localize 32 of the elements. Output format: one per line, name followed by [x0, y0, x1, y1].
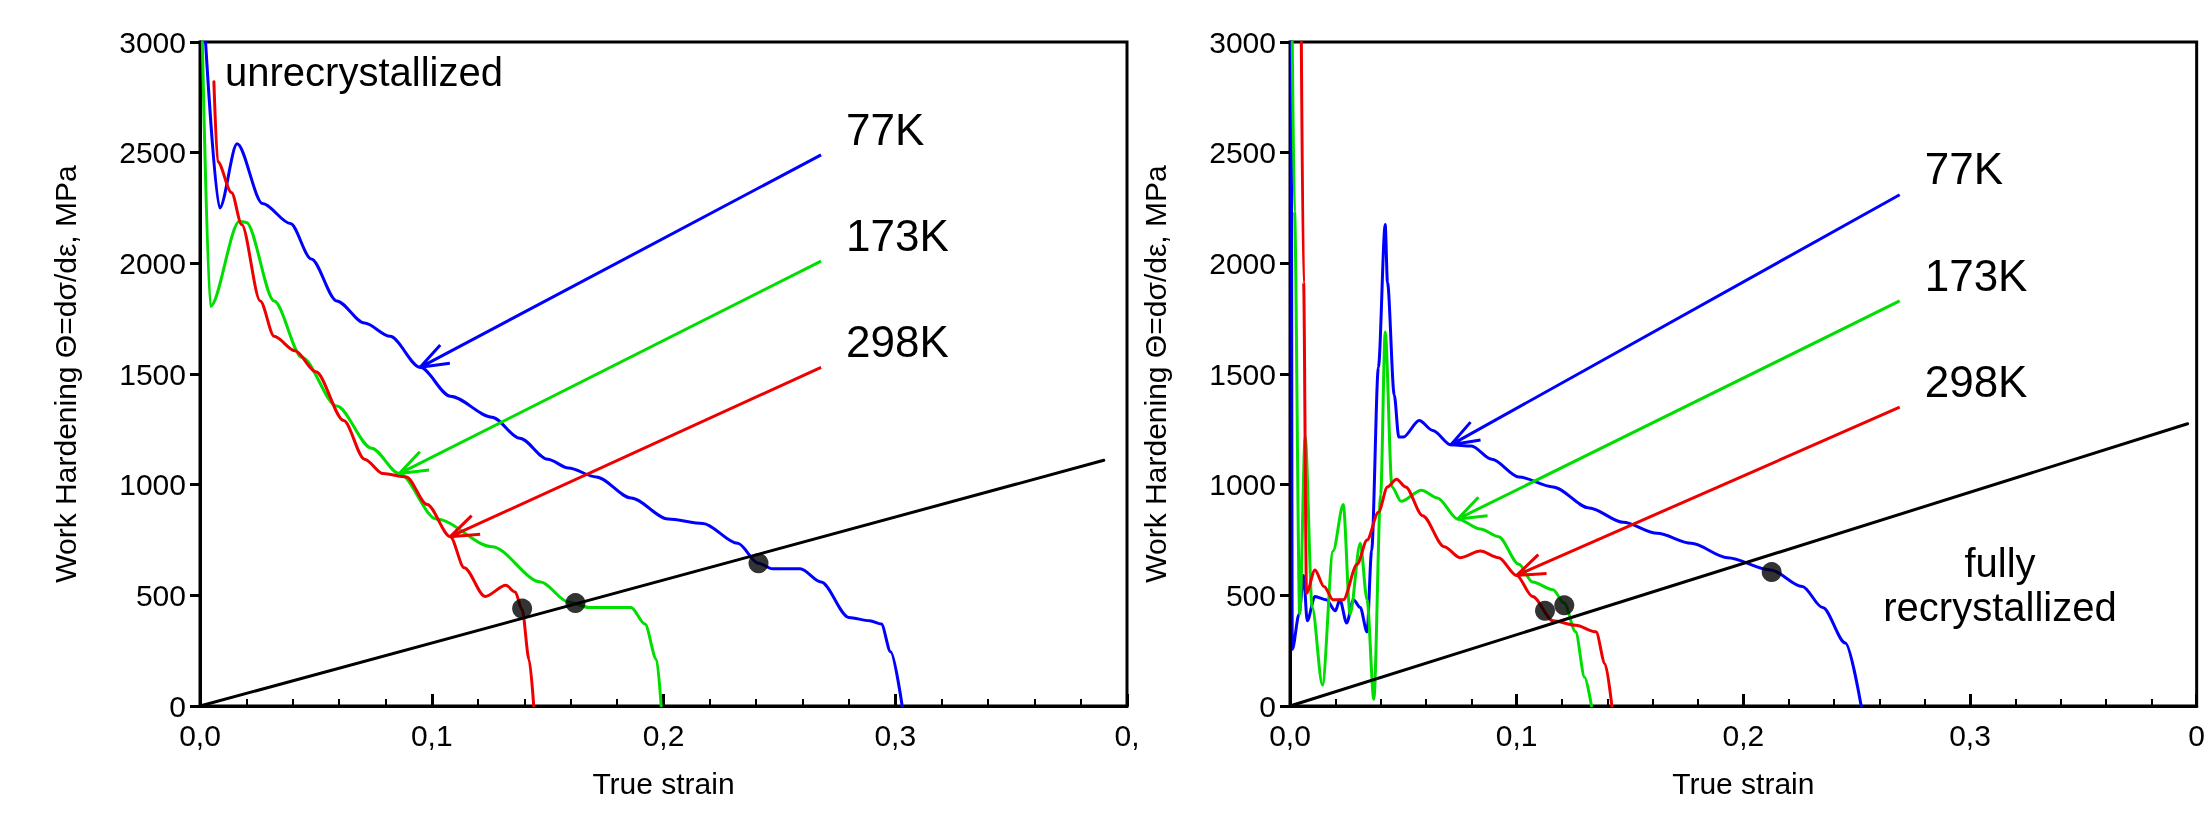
y-tick-label: 1500	[119, 357, 186, 391]
y-tick-label: 500	[135, 578, 186, 612]
y-tick-label: 1000	[1209, 468, 1276, 502]
y-tick-label: 2000	[1209, 246, 1276, 280]
x-tick-label: 0,1	[1495, 718, 1538, 752]
annotation: 298K	[846, 316, 949, 366]
y-tick-label: 2000	[119, 246, 186, 280]
y-tick-label: 3000	[119, 25, 186, 59]
x-tick-label: 0,	[1114, 718, 1140, 752]
x-tick-label: 0,3	[1949, 718, 1991, 752]
annotation: unrecrystallized	[225, 50, 503, 94]
annotation: fully recrystallized	[1882, 541, 2118, 629]
x-tick-label: 0,2	[1722, 718, 1765, 752]
annotation: 173K	[1924, 250, 2028, 300]
x-axis-title: True strain	[592, 766, 735, 800]
x-tick-label: 0,1	[410, 718, 453, 752]
x-tick-label: 0,2	[642, 718, 685, 752]
annotation: 77K	[846, 104, 925, 154]
y-tick-label: 2500	[1209, 136, 1276, 170]
y-tick-label: 3000	[1209, 25, 1276, 59]
annotation: 298K	[1924, 356, 2028, 406]
x-tick-label: 0,3	[874, 718, 917, 752]
y-tick-label: 500	[1225, 578, 1276, 612]
y-tick-label: 1000	[119, 468, 186, 502]
y-axis-title: Work Hardening Θ=dσ/dε, MPa	[48, 165, 82, 583]
annotation: 173K	[846, 210, 949, 260]
y-tick-label: 2500	[119, 136, 186, 170]
x-tick-label: 0	[2188, 718, 2205, 752]
annotation: 77K	[1924, 144, 2003, 194]
y-tick-label: 1500	[1209, 357, 1276, 391]
y-axis-title: Work Hardening Θ=dσ/dε, MPa	[1138, 165, 1172, 583]
x-axis-title: True strain	[1672, 766, 1815, 800]
